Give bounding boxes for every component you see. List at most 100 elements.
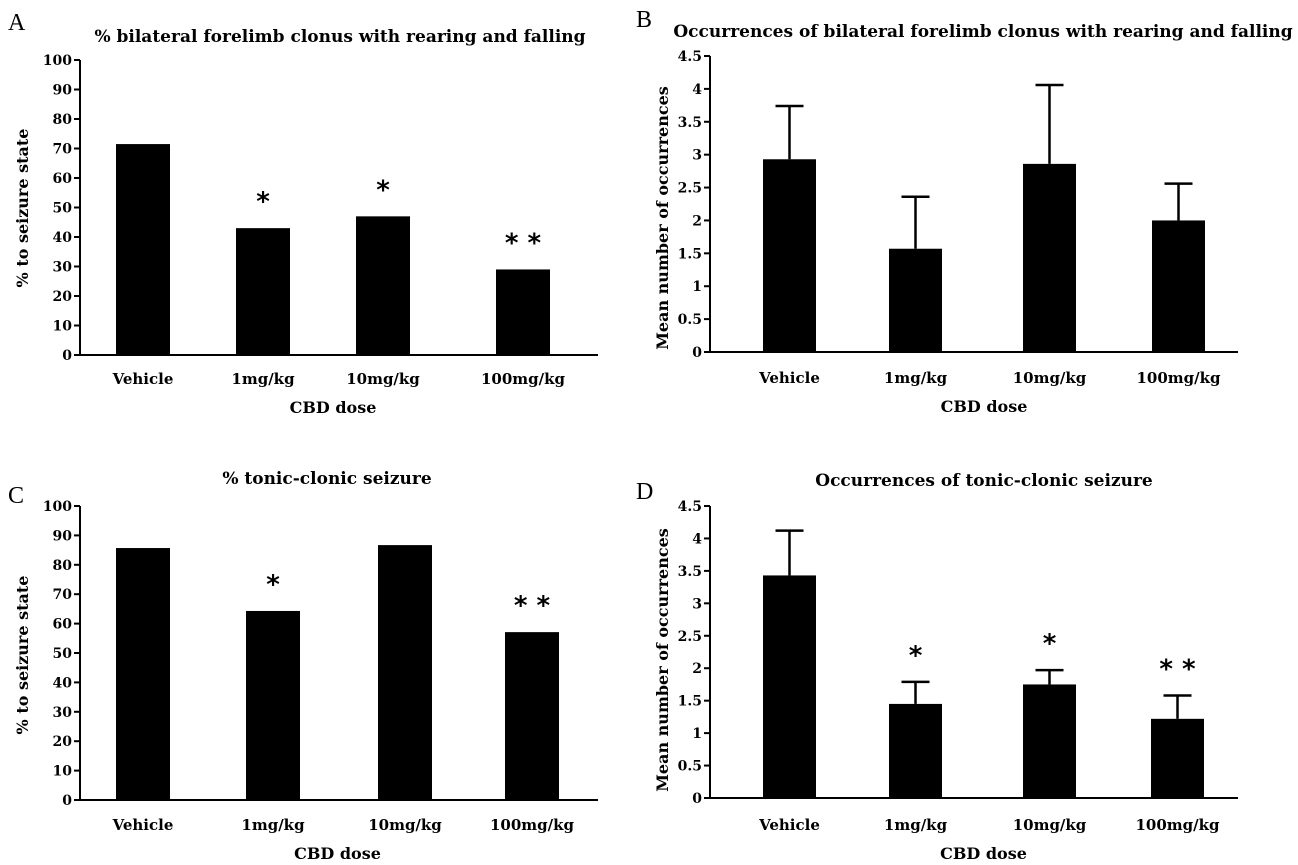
y-tick-label: 0: [692, 345, 702, 361]
y-axis-label: % to seizure state: [13, 576, 32, 735]
y-axis-label: Mean number of occurrences: [653, 528, 672, 792]
bar-2: [889, 248, 942, 352]
significance-marker: *: [1043, 629, 1057, 659]
x-tick-label: Vehicle: [112, 370, 174, 388]
significance-marker: *: [909, 641, 923, 671]
y-tick-label: 100: [43, 499, 72, 515]
y-axis-label: Mean number of occurrences: [653, 86, 672, 350]
y-tick-label: 10: [53, 764, 73, 780]
x-tick-label: Vehicle: [758, 816, 820, 834]
x-tick-label: 10mg/kg: [1013, 816, 1087, 834]
x-tick-label: Vehicle: [758, 369, 820, 387]
x-tick-label: 1mg/kg: [231, 370, 295, 388]
bar-1: [116, 548, 170, 800]
y-tick-label: 1: [692, 279, 702, 295]
x-tick-label: 100mg/kg: [481, 370, 566, 388]
bar-3: [356, 216, 410, 355]
significance-marker: * *: [1159, 654, 1196, 684]
bar-4: [496, 269, 550, 355]
x-tick-label: 10mg/kg: [368, 816, 442, 834]
y-tick-label: 40: [53, 230, 73, 246]
y-axis-label: % to seizure state: [13, 129, 32, 288]
significance-marker: * *: [514, 591, 551, 621]
y-tick-label: 1.5: [678, 246, 702, 262]
significance-marker: *: [376, 175, 390, 205]
y-tick-label: 2: [692, 213, 702, 229]
bar-3: [1023, 684, 1076, 798]
y-tick-label: 4.5: [678, 49, 702, 65]
y-tick-label: 60: [53, 617, 73, 633]
y-tick-label: 20: [53, 289, 73, 305]
y-tick-label: 80: [53, 112, 73, 128]
significance-marker: *: [256, 187, 270, 217]
y-tick-label: 20: [53, 734, 73, 750]
bar-1: [763, 159, 816, 352]
x-tick-label: 100mg/kg: [1136, 369, 1221, 387]
chart-title: % tonic-clonic seizure: [222, 469, 432, 489]
bar-3: [378, 545, 432, 800]
bar-4: [1151, 718, 1204, 798]
x-tick-label: 1mg/kg: [884, 816, 948, 834]
x-axis-label: CBD dose: [941, 397, 1028, 416]
y-tick-label: 0: [692, 791, 702, 807]
x-tick-label: 1mg/kg: [241, 816, 305, 834]
significance-marker: * *: [505, 228, 542, 258]
y-tick-label: 1.5: [678, 694, 702, 710]
y-tick-label: 4: [692, 531, 702, 547]
y-tick-label: 1: [692, 726, 702, 742]
y-tick-label: 50: [53, 201, 73, 217]
bar-1: [763, 575, 816, 798]
chart-panel-c: C % tonic-clonic seizure 0 10 20 30 40 50 60 70 80…: [8, 469, 598, 863]
chart-title: Occurrences of bilateral forelimb clonus…: [673, 22, 1292, 42]
x-tick-label: 10mg/kg: [346, 370, 420, 388]
chart-panel-d: D Occurrences of tonic-clonic seizure 0 0.5…: [636, 471, 1238, 863]
y-tick-label: 0.5: [678, 759, 702, 775]
y-tick-label: 0: [62, 348, 72, 364]
y-tick-label: 2.5: [678, 181, 702, 197]
chart-panel-a: A % bilateral forelimb clonus with rearin…: [8, 10, 598, 417]
y-tick-label: 80: [53, 558, 73, 574]
y-tick-label: 4.5: [678, 499, 702, 515]
y-tick-label: 30: [53, 260, 73, 276]
panel-letter: A: [8, 10, 26, 36]
chart-title: Occurrences of tonic-clonic seizure: [815, 471, 1153, 491]
x-tick-label: Vehicle: [112, 816, 174, 834]
y-tick-label: 4: [692, 82, 702, 98]
y-tick-label: 30: [53, 705, 73, 721]
significance-marker: *: [266, 570, 280, 600]
x-axis-label: CBD dose: [940, 844, 1027, 863]
y-tick-label: 100: [43, 53, 72, 69]
y-tick-label: 40: [53, 675, 73, 691]
y-tick-label: 2: [692, 661, 702, 677]
y-tick-label: 0.5: [678, 312, 702, 328]
y-tick-label: 70: [53, 142, 73, 158]
bar-1: [116, 144, 170, 355]
x-tick-label: 100mg/kg: [490, 816, 575, 834]
bar-2: [889, 703, 942, 798]
y-tick-label: 90: [53, 528, 73, 544]
x-axis-label: CBD dose: [294, 844, 381, 863]
y-tick-label: 50: [53, 646, 73, 662]
bar-2: [236, 228, 290, 355]
bar-4: [1152, 220, 1205, 352]
y-tick-label: 3: [692, 596, 702, 612]
y-tick-label: 70: [53, 587, 73, 603]
x-axis-label: CBD dose: [290, 398, 377, 417]
x-tick-label: 10mg/kg: [1013, 369, 1087, 387]
chart-panel-b: B Occurrences of bilateral forelimb clonu…: [636, 7, 1293, 416]
y-tick-label: 2.5: [678, 629, 702, 645]
y-tick-label: 10: [53, 319, 73, 335]
y-tick-label: 3.5: [678, 115, 702, 131]
y-tick-label: 0: [62, 793, 72, 809]
y-tick-label: 3: [692, 148, 702, 164]
bar-3: [1023, 163, 1076, 352]
bar-2: [246, 610, 300, 800]
y-tick-label: 90: [53, 83, 73, 99]
x-tick-label: 1mg/kg: [884, 369, 948, 387]
chart-title: % bilateral forelimb clonus with rearing…: [94, 27, 585, 47]
panel-letter: D: [636, 479, 653, 505]
bar-4: [505, 632, 559, 800]
y-tick-label: 60: [53, 171, 73, 187]
panel-letter: C: [8, 483, 24, 509]
